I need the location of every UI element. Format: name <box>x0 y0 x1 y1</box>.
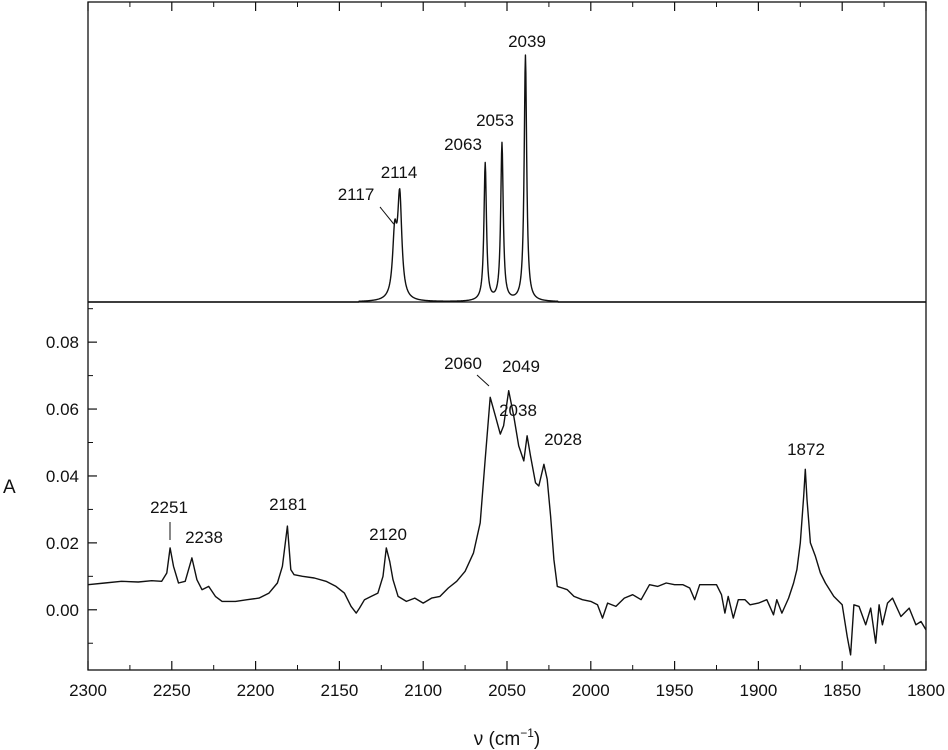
peak-label-2251: 2251 <box>150 498 188 517</box>
plot-frame <box>87 1 927 671</box>
peak-leader-2117 <box>379 206 395 225</box>
y-tick-label-0.04: 0.04 <box>46 467 79 486</box>
peak-label-2114: 2114 <box>381 163 418 182</box>
x-axis: 2300 2250 2200 2150 2100 2050 2000 1950 1900 1850… <box>69 2 945 700</box>
x-tick-label-1900: 1900 <box>739 681 777 700</box>
peak-label-2120: 2120 <box>369 525 407 544</box>
peak-label-2028: 2028 <box>544 430 582 449</box>
y-tick-label-0.02: 0.02 <box>46 534 79 553</box>
x-tick-label-2150: 2150 <box>320 681 358 700</box>
lower-panel: 2251 2238 2181 2120 2060 2049 2038 2028 1872 <box>87 354 927 656</box>
peak-label-2038: 2038 <box>499 401 537 420</box>
measured-spectrum-line <box>87 390 927 656</box>
peak-label-2053: 2053 <box>476 111 514 130</box>
peak-label-2049: 2049 <box>502 357 540 376</box>
x-tick-label-1800: 1800 <box>907 681 945 700</box>
y-tick-label-0.06: 0.06 <box>46 400 79 419</box>
y-tick-label-0.08: 0.08 <box>46 333 79 352</box>
peak-label-2181: 2181 <box>269 495 307 514</box>
x-axis-title-end: ) <box>534 729 540 750</box>
x-axis-title: ν (cm−1) <box>474 726 540 750</box>
x-tick-label-2300: 2300 <box>69 681 107 700</box>
x-tick-label-2100: 2100 <box>404 681 442 700</box>
y-tick-label-0.00: 0.00 <box>46 601 79 620</box>
peak-label-2039: 2039 <box>508 32 546 51</box>
peak-label-1872: 1872 <box>787 440 825 459</box>
peak-leader-2060 <box>476 374 490 387</box>
x-tick-label-2050: 2050 <box>488 681 526 700</box>
x-tick-label-1950: 1950 <box>656 681 694 700</box>
peak-label-2063: 2063 <box>444 135 482 154</box>
peak-label-2117: 2117 <box>338 185 375 204</box>
x-tick-label-2250: 2250 <box>153 681 191 700</box>
x-tick-label-1850: 1850 <box>823 681 861 700</box>
y-axis: 0.00 0.02 0.04 0.06 0.08 <box>46 308 97 644</box>
peak-label-2238: 2238 <box>185 528 223 547</box>
x-axis-title-superscript: −1 <box>520 726 534 740</box>
y-axis-title: A <box>3 477 16 498</box>
x-tick-label-2000: 2000 <box>572 681 610 700</box>
x-tick-label-2200: 2200 <box>237 681 275 700</box>
x-axis-title-main: ν (cm <box>474 729 520 750</box>
peak-label-2060: 2060 <box>444 354 482 373</box>
